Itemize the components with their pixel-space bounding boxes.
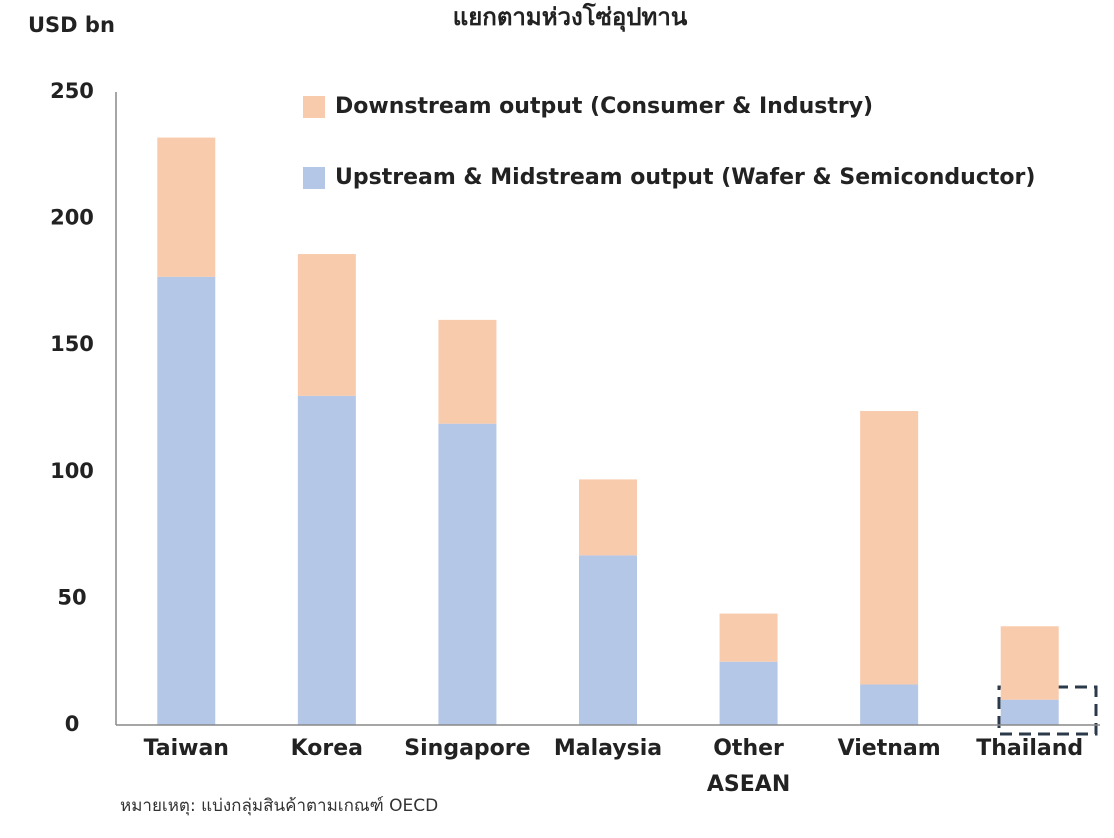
y-axis-label: USD bn [28, 13, 115, 37]
x-tick-label: Other ASEAN [706, 736, 791, 797]
y-tick-label: 50 [57, 585, 86, 609]
y-tick-label: 200 [50, 206, 94, 230]
bar-segment [297, 395, 356, 725]
bar-segment [438, 319, 497, 424]
chart-title: แยกตามห่วงโซ่อุปทาน [453, 2, 688, 33]
y-tick-label: 250 [50, 79, 94, 103]
x-tick-label: Singapore [404, 736, 531, 761]
bar-segment [579, 555, 637, 725]
x-tick-label: Taiwan [143, 736, 229, 761]
bar-segment [860, 411, 919, 685]
x-tick-label: Malaysia [553, 736, 663, 761]
bar-segment [157, 137, 216, 277]
x-tick-label: Korea [290, 736, 364, 761]
x-tick-label: Thailand [976, 736, 1084, 761]
bar-segment [1000, 699, 1059, 725]
bar-segment [157, 276, 216, 725]
legend-swatch [303, 167, 325, 189]
footnote: หมายเหตุ: แบ่งกลุ่มสินค้าตามเกณฑ์ OECD [120, 796, 439, 816]
bar-segment [297, 254, 356, 396]
x-tick-label: Vietnam [837, 736, 941, 761]
legend-label: Upstream & Midstream output (Wafer & Sem… [335, 165, 1035, 190]
y-tick-label: 100 [50, 459, 94, 483]
y-tick-label: 150 [50, 332, 94, 356]
legend-label: Downstream output (Consumer & Industry) [335, 94, 873, 119]
bar-segment [438, 423, 497, 725]
y-tick-label: 0 [65, 712, 80, 736]
legend-swatch [303, 96, 325, 118]
bar-segment [579, 479, 637, 556]
bar-segment [719, 661, 778, 725]
bar-segment [719, 613, 778, 662]
bar-segment [860, 684, 919, 725]
bar-segment [1000, 626, 1059, 700]
